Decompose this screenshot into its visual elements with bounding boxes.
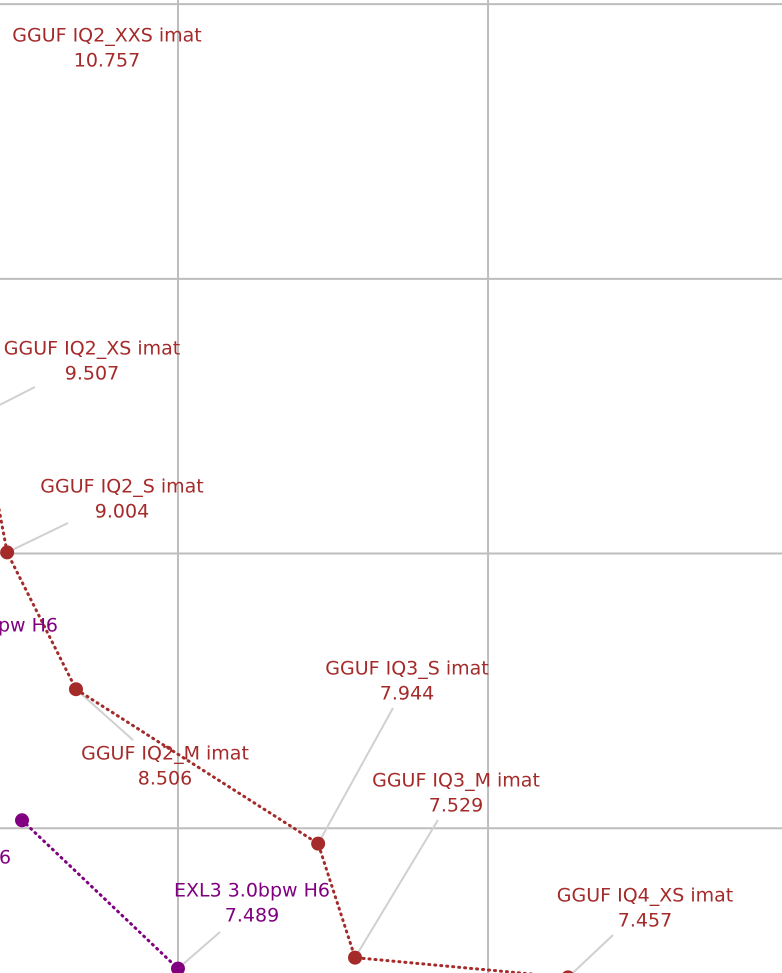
point-label: GGUF IQ2_M imat — [81, 743, 249, 765]
point-label: GGUF IQ4_XS imat — [557, 885, 733, 907]
value-label: 7.944 — [380, 683, 434, 705]
value-label: 7.529 — [429, 795, 483, 817]
leader-line — [177, 931, 221, 970]
annotation: pw H6 — [0, 615, 58, 637]
point-label: GGUF IQ3_S imat — [325, 658, 488, 680]
point-label: GGUF IQ2_XXS imat — [12, 25, 201, 47]
value-label: 7.489 — [225, 905, 279, 927]
point-label: EXL3 3.0bpw H6 — [174, 880, 330, 902]
point-label: GGUF IQ2_XS imat — [4, 338, 180, 360]
annotation: 6 — [0, 847, 11, 869]
value-label: 9.507 — [65, 363, 119, 385]
leader-line — [571, 934, 614, 973]
point-label: GGUF IQ2_S imat — [40, 476, 203, 498]
value-label: 7.457 — [618, 910, 672, 932]
point-label: GGUF IQ3_M imat — [372, 770, 540, 792]
series-line — [0, 506, 537, 973]
leader-line — [75, 688, 134, 741]
point — [15, 813, 30, 828]
point — [68, 682, 83, 697]
value-label: 8.506 — [138, 768, 192, 790]
point — [0, 545, 15, 560]
value-label: 9.004 — [95, 501, 149, 523]
leader-line — [317, 707, 394, 845]
leader-line — [354, 819, 439, 959]
leader-line — [6, 522, 69, 554]
leader-line — [0, 386, 36, 406]
series-line — [20, 818, 180, 971]
point — [348, 950, 363, 965]
point — [562, 970, 574, 973]
value-label: 10.757 — [74, 50, 140, 72]
point — [311, 836, 326, 851]
point — [170, 961, 185, 973]
